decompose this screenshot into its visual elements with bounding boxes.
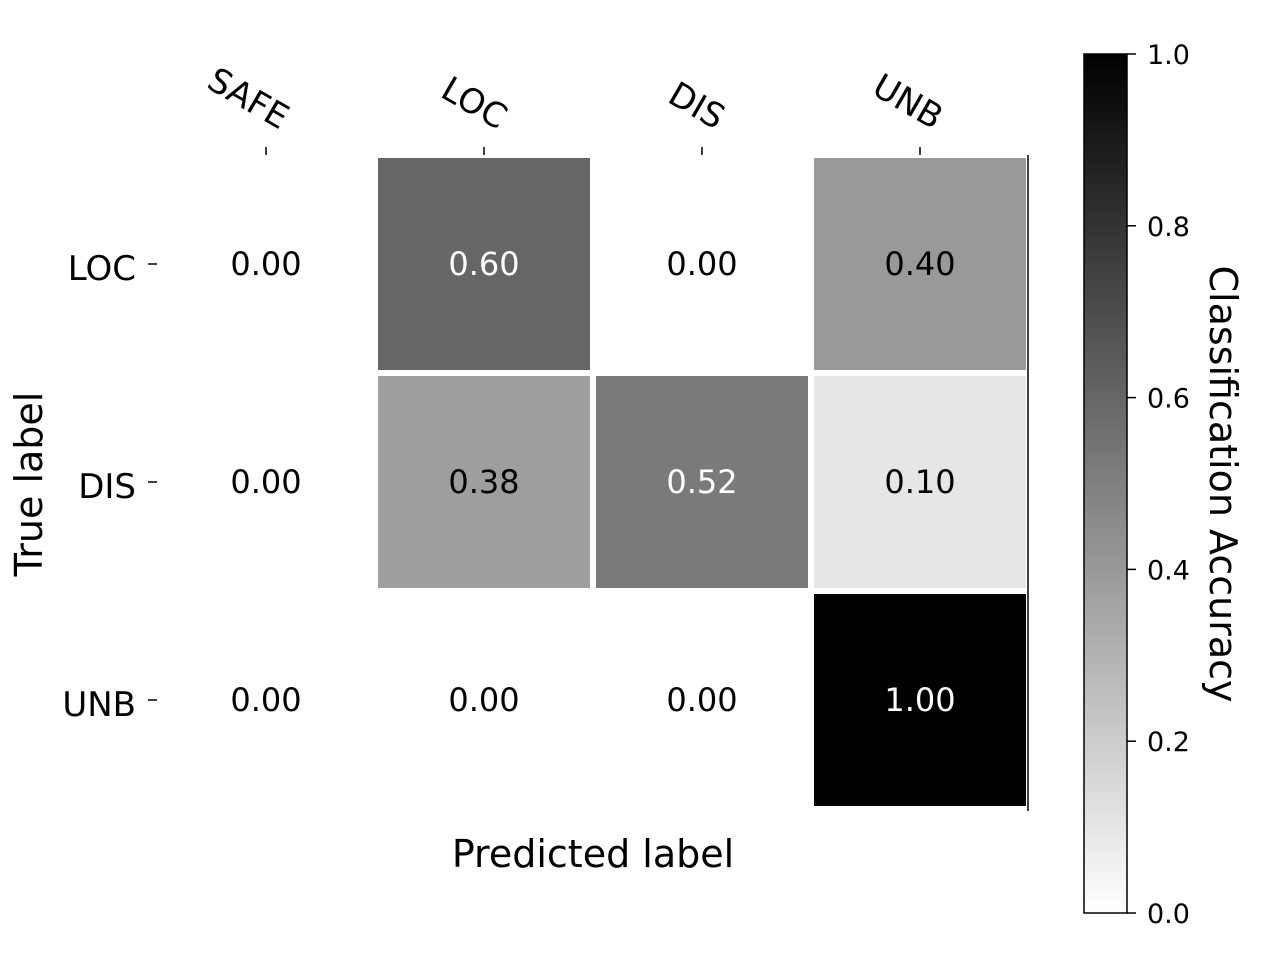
y-tick-label: UNB [62,685,136,725]
heatmap-cell [378,376,590,588]
cell-value-label: 0.00 [230,463,301,501]
colorbar-tick-label: 0.2 [1147,727,1190,758]
x-tick-label: UNB [866,66,950,137]
colorbar-tick-label: 0.0 [1147,899,1190,930]
cell-value-label: 0.52 [666,463,737,501]
y-tick-label: LOC [68,249,136,289]
x-axis-label: Predicted label [452,832,734,876]
cell-value-label: 0.00 [448,681,519,719]
colorbar-gradient [1083,53,1128,914]
cell-value-labels: 0.00 0.60 0.00 0.40 0.00 0.38 0.52 0.10 0.00 0.00… [230,245,955,719]
heatmap-cell [378,158,590,370]
heatmap-cells [378,158,1026,806]
cell-value-label: 0.00 [230,681,301,719]
heatmap-cell [596,376,808,588]
colorbar: 0.0 0.2 0.4 0.6 0.8 1.0 [1083,40,1190,930]
colorbar-tick-label: 0.6 [1147,384,1190,415]
heatmap-cell [814,594,1026,806]
cell-value-label: 0.38 [448,463,519,501]
cell-value-label: 1.00 [884,681,955,719]
heatmap-cell [814,158,1026,370]
cell-value-label: 0.40 [884,245,955,283]
cell-value-label: 0.10 [884,463,955,501]
colorbar-tick-label: 0.4 [1147,555,1190,586]
colorbar-label: Classification Accuracy [1201,266,1245,703]
colorbar-tick-label: 1.0 [1147,40,1190,71]
colorbar-tick-label: 0.8 [1147,212,1190,243]
cell-value-label: 0.00 [230,245,301,283]
cell-value-label: 0.00 [666,681,737,719]
heatmap-cell [814,376,1026,588]
x-tick-label: LOC [434,69,513,138]
x-tick-label: DIS [661,74,731,138]
x-tick-label: SAFE [201,60,296,138]
y-tick-label: DIS [78,467,136,507]
cell-value-label: 0.60 [448,245,519,283]
y-axis-label: True label [7,392,51,578]
cell-value-label: 0.00 [666,245,737,283]
